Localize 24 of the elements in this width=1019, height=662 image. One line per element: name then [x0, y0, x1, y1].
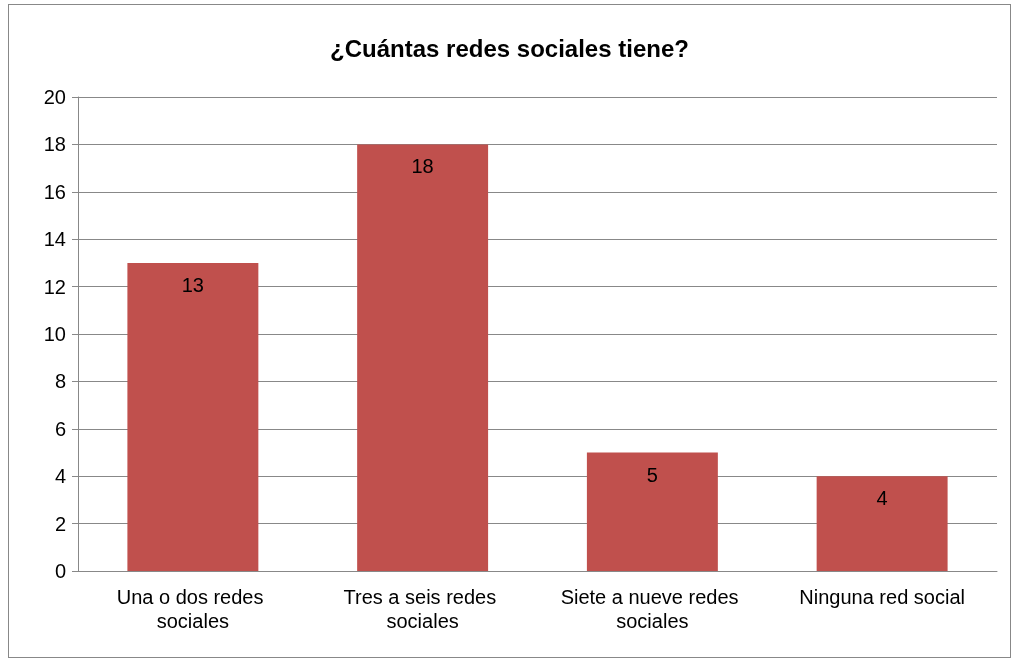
y-tick-label: 6: [54, 417, 66, 440]
bar: [586, 452, 718, 571]
chart-title: ¿Cuántas redes sociales tiene?: [330, 34, 689, 62]
y-tick-label: 4: [54, 465, 66, 488]
y-tick-label: 10: [43, 323, 66, 345]
y-tick-label: 16: [43, 180, 66, 203]
y-tick-label: 8: [54, 370, 66, 393]
data-label: 18: [411, 155, 434, 178]
x-tick-label: Una o dos redes sociales: [116, 586, 270, 632]
data-label: 5: [646, 463, 658, 486]
x-tick-label: Siete a nueve redes sociales: [560, 586, 745, 632]
y-tick-label: 20: [43, 86, 66, 108]
data-label: 4: [876, 487, 888, 510]
bar: [357, 144, 489, 571]
y-tick-label: 12: [43, 275, 66, 298]
y-tick-label: 0: [54, 560, 66, 582]
x-tick-label: Ninguna red social: [799, 586, 965, 608]
x-tick-label: Tres a seis redes sociales: [343, 586, 502, 632]
y-tick-label: 18: [43, 133, 66, 156]
data-label: 13: [181, 273, 204, 296]
bar: [816, 476, 948, 571]
bar: [127, 262, 259, 571]
y-tick-label: 14: [43, 228, 66, 251]
y-tick-label: 2: [54, 512, 66, 535]
